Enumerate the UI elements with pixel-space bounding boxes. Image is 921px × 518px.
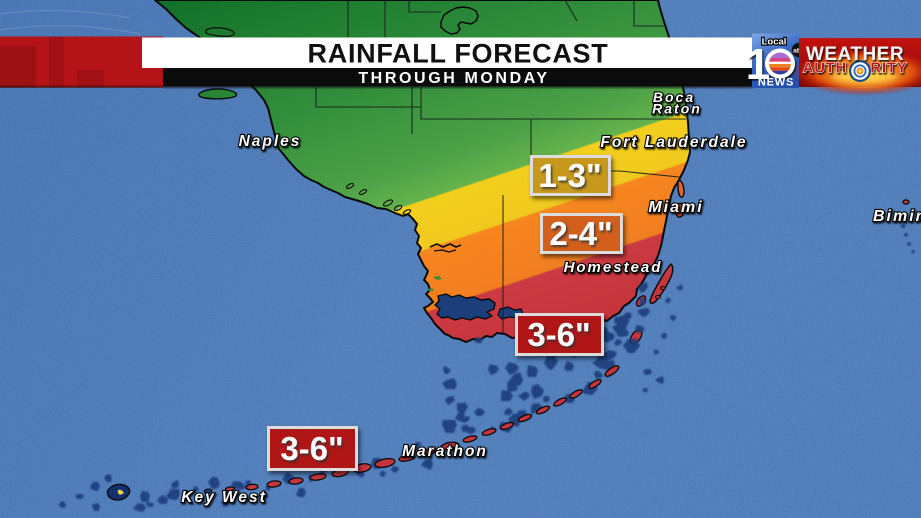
svg-text:Key West: Key West [181, 489, 267, 506]
svg-text:WEATHER: WEATHER [806, 44, 904, 65]
svg-text:RITY: RITY [870, 61, 907, 77]
svg-text:NEWS: NEWS [758, 77, 794, 89]
svg-text:Marathon: Marathon [402, 443, 488, 460]
svg-text:1-3": 1-3" [538, 157, 601, 194]
svg-text:Local: Local [762, 37, 787, 48]
svg-text:Miami: Miami [648, 199, 703, 216]
svg-text:Fort Lauderdale: Fort Lauderdale [600, 134, 747, 151]
svg-text:Naples: Naples [239, 133, 302, 150]
svg-text:AUTH: AUTH [803, 61, 847, 77]
svg-text:2-4": 2-4" [549, 215, 612, 252]
svg-text:RAINFALL FORECAST: RAINFALL FORECAST [308, 39, 609, 69]
svg-text:Bimini: Bimini [873, 208, 921, 225]
svg-text:3-6": 3-6" [280, 430, 343, 467]
svg-text:3-6": 3-6" [527, 316, 590, 353]
svg-text:Homestead: Homestead [564, 259, 663, 276]
svg-text:Raton: Raton [652, 101, 702, 117]
svg-text:THROUGH MONDAY: THROUGH MONDAY [358, 70, 549, 87]
svg-text:Boca: Boca [653, 89, 695, 105]
